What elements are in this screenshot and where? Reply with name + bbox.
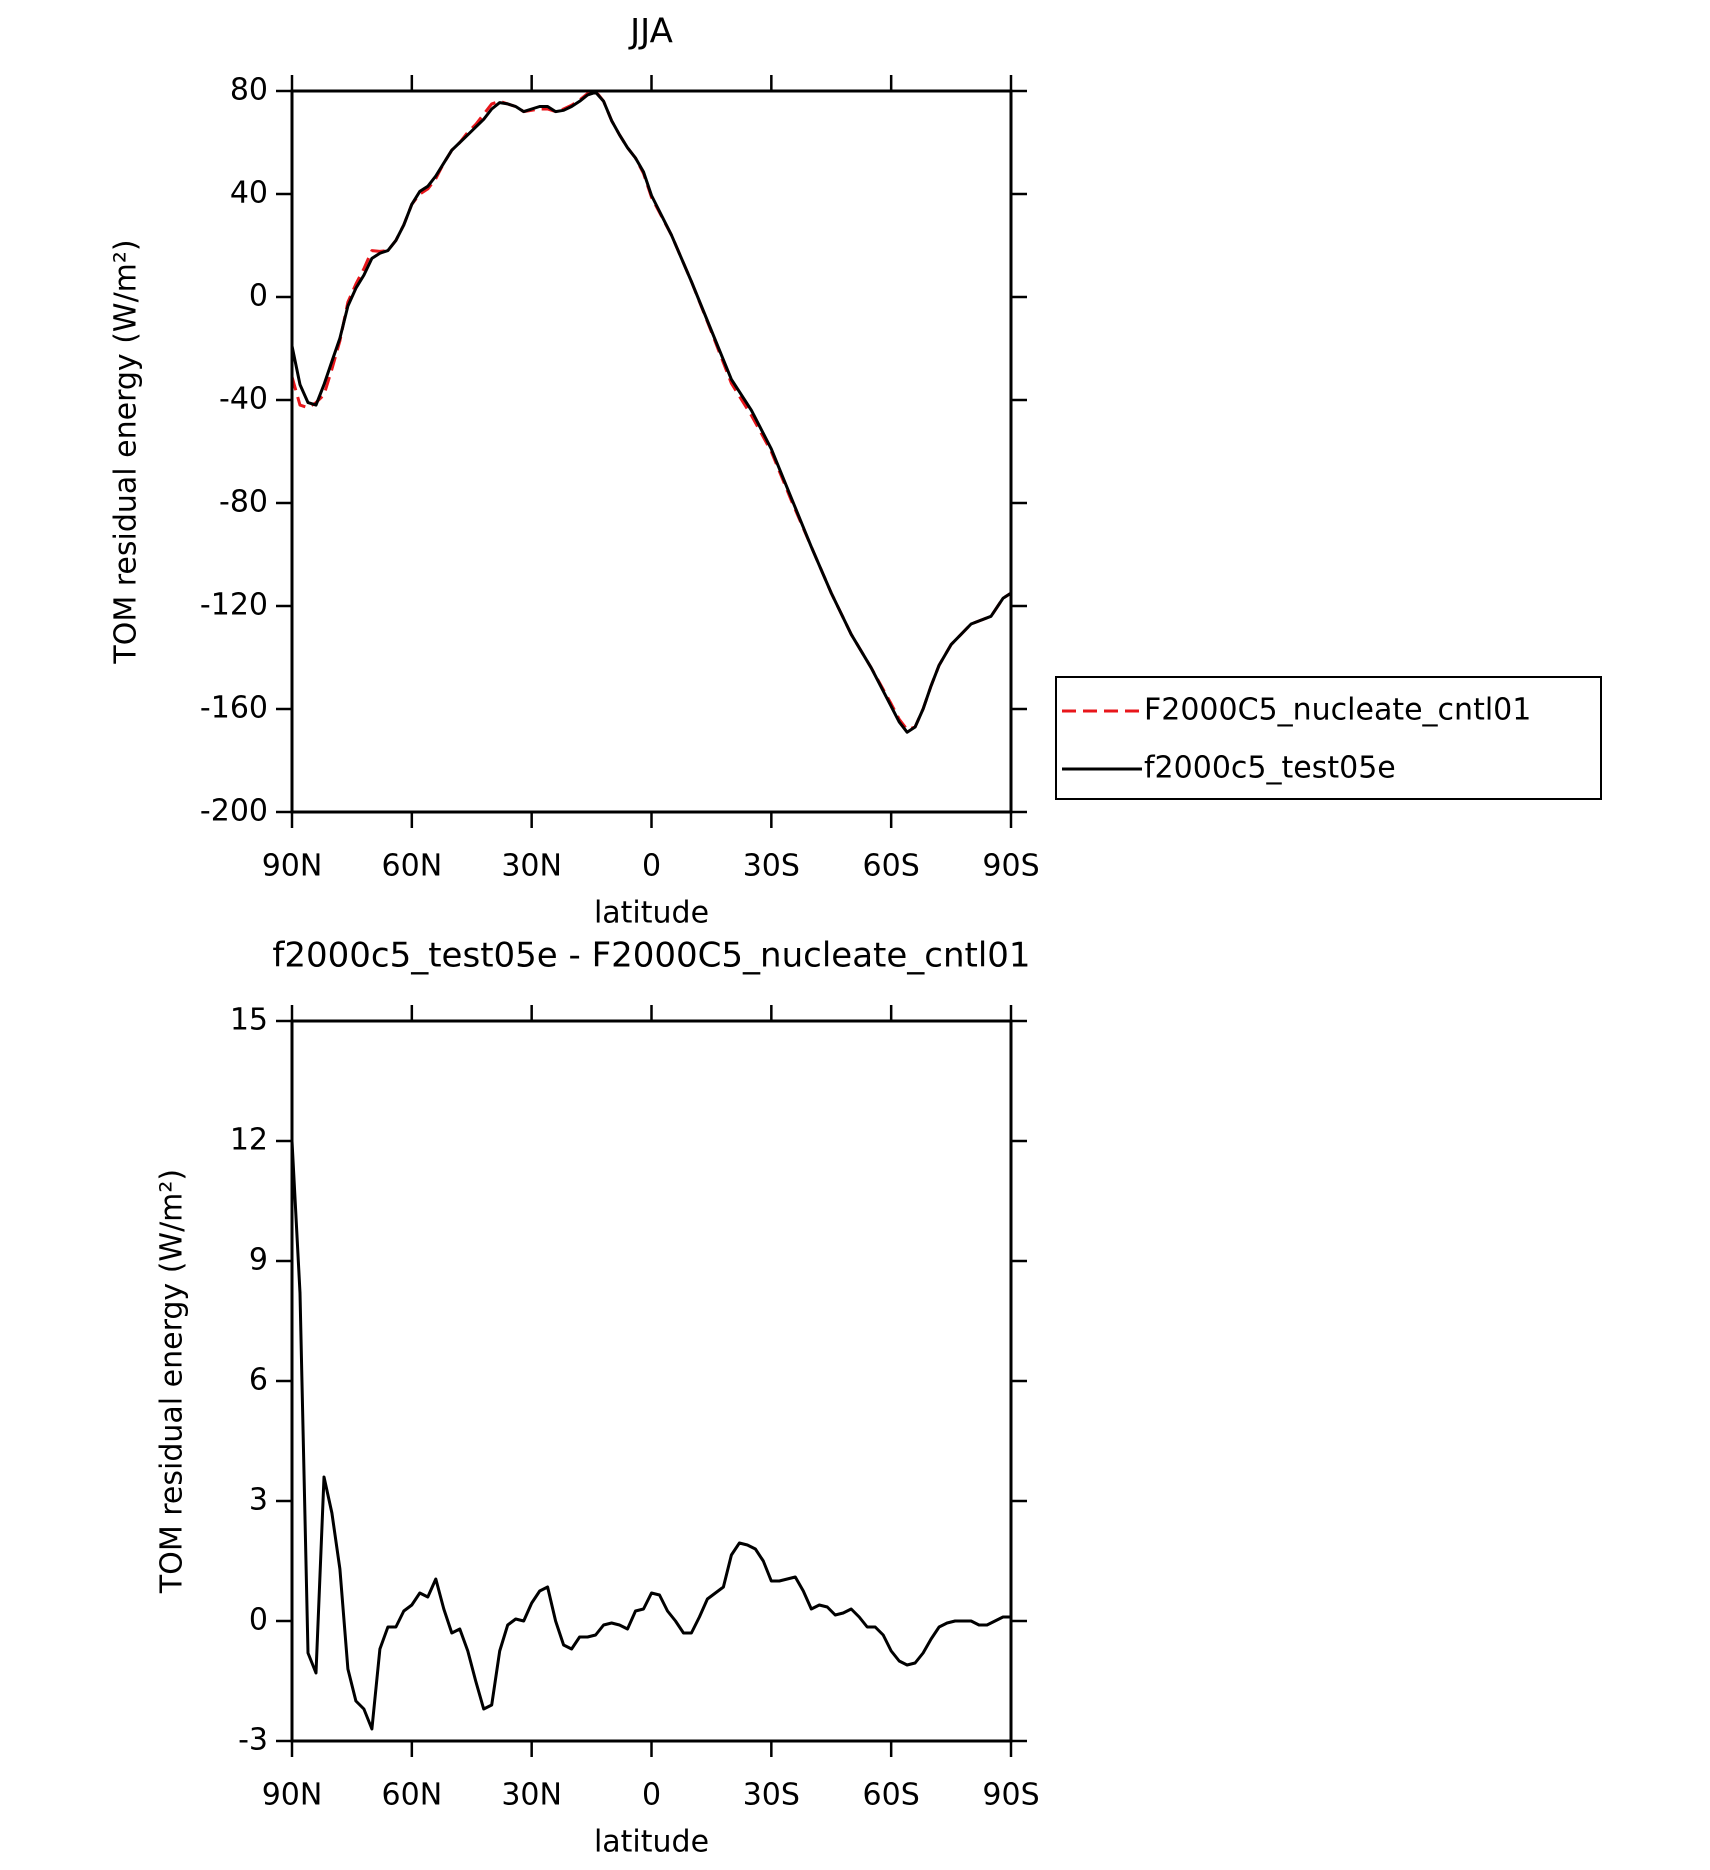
y-tick-label: 9 <box>249 1243 268 1278</box>
data-line <box>290 90 1012 734</box>
y-tick-label: 40 <box>230 176 268 211</box>
y-tick-label: 80 <box>230 73 268 108</box>
x-tick-label: 60S <box>863 1778 920 1813</box>
x-tick-label: 60N <box>382 849 443 884</box>
y-tick-label: 15 <box>230 1003 268 1038</box>
x-tick-label: 30N <box>501 1778 562 1813</box>
x-tick-label: 30N <box>501 849 562 884</box>
y-tick-label: -80 <box>219 485 268 520</box>
plot-frame <box>290 1019 1013 1743</box>
x-axis-label: latitude <box>594 1825 709 1860</box>
x-tick-label: 60S <box>863 849 920 884</box>
x-tick-label: 0 <box>642 849 661 884</box>
x-tick-label: 30S <box>743 1778 800 1813</box>
x-tick-label: 90N <box>262 849 323 884</box>
y-tick-label: -3 <box>238 1723 268 1758</box>
plot-frame <box>290 89 1013 814</box>
legend-box <box>1055 676 1602 800</box>
data-line <box>290 1140 1011 1731</box>
y-tick-label: 12 <box>230 1123 268 1158</box>
x-tick-label: 0 <box>642 1778 661 1813</box>
y-tick-label: -160 <box>200 691 268 726</box>
chart-title: f2000c5_test05e - F2000C5_nucleate_cntl0… <box>272 936 1030 976</box>
data-line <box>290 89 1012 732</box>
y-tick-label: 6 <box>249 1363 268 1398</box>
y-tick-label: 0 <box>249 279 268 314</box>
x-tick-label: 60N <box>382 1778 443 1813</box>
y-axis-label: TOM residual energy (W/m²) <box>155 1169 190 1594</box>
y-tick-label: -40 <box>219 382 268 417</box>
y-tick-label: -120 <box>200 588 268 623</box>
legend-label: F2000C5_nucleate_cntl01 <box>1144 693 1531 728</box>
x-tick-label: 90N <box>262 1778 323 1813</box>
y-tick-label: 0 <box>249 1603 268 1638</box>
chart-title: JJA <box>628 12 673 52</box>
x-tick-label: 90S <box>982 849 1039 884</box>
x-axis-label: latitude <box>594 896 709 931</box>
y-tick-label: 3 <box>249 1483 268 1518</box>
y-tick-label: -200 <box>200 794 268 829</box>
y-axis-label: TOM residual energy (W/m²) <box>109 239 144 664</box>
x-tick-label: 90S <box>982 1778 1039 1813</box>
x-tick-label: 30S <box>743 849 800 884</box>
legend-label: f2000c5_test05e <box>1144 751 1396 786</box>
